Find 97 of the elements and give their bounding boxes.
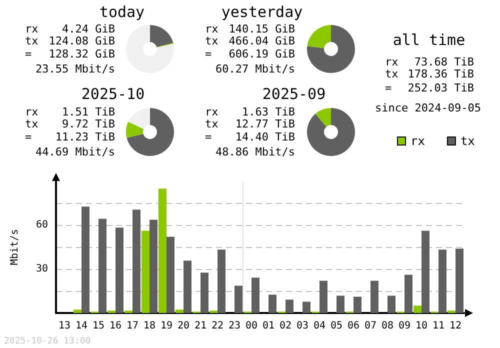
text: rx	[385, 56, 398, 68]
text: 606.19 GiB	[228, 48, 295, 60]
bar	[116, 228, 124, 313]
bar	[404, 274, 412, 313]
text: =	[385, 82, 392, 94]
x-tick-label: 11	[432, 320, 445, 332]
bar	[252, 278, 260, 313]
bar	[320, 280, 328, 313]
bar	[98, 218, 106, 313]
bar	[268, 294, 276, 313]
text: =	[205, 130, 212, 144]
text: 1.63 TiB	[242, 106, 295, 118]
text: 1.51 TiB	[62, 106, 115, 118]
x-tick-label: 03	[296, 320, 309, 332]
bar	[150, 220, 158, 313]
bar	[414, 306, 422, 313]
legend-label: rx	[410, 134, 425, 148]
chart-title: 2025-09	[262, 85, 326, 103]
text: rx	[205, 22, 218, 36]
x-tick-label: 21	[194, 320, 207, 332]
text: 178.36 TiB	[408, 68, 474, 80]
bar	[286, 300, 294, 313]
text: tx	[205, 34, 218, 48]
bar	[184, 260, 192, 313]
x-tick-label: 01	[262, 320, 275, 332]
bar	[142, 230, 150, 313]
bar	[302, 302, 310, 313]
bar	[176, 310, 184, 313]
bar	[388, 296, 396, 313]
x-tick-label: 09	[398, 320, 411, 332]
text: since 2024-09-05	[375, 102, 481, 114]
bar	[336, 296, 344, 313]
text: tx	[25, 34, 38, 48]
text: 9.72 TiB	[62, 118, 115, 130]
x-tick-label: 04	[313, 320, 326, 332]
x-tick-label: 17	[126, 320, 139, 332]
text: 4.24 GiB	[62, 22, 115, 36]
x-tick-label: 06	[347, 320, 360, 332]
bar	[438, 250, 446, 313]
text: rx	[205, 106, 218, 118]
bar	[370, 280, 378, 313]
x-tick-label: 05	[330, 320, 343, 332]
y-tick-label: 60	[36, 220, 48, 230]
bar	[200, 272, 208, 313]
x-tick-label: 23	[228, 320, 241, 332]
x-tick-label: 08	[381, 320, 394, 332]
text: 60.27 Mbit/s	[216, 62, 295, 76]
x-tick-label: 13	[58, 320, 71, 332]
bar	[234, 286, 242, 313]
x-tick-label: 10	[415, 320, 428, 332]
bar	[422, 230, 430, 313]
text: tx	[205, 118, 218, 130]
bar	[456, 248, 464, 313]
text: 48.86 Mbit/s	[216, 146, 295, 158]
text: tx	[385, 68, 398, 80]
bar	[158, 188, 166, 313]
text: 466.04 GiB	[228, 34, 295, 48]
text: tx	[25, 118, 38, 130]
bar	[74, 310, 82, 313]
x-tick-label: 12	[449, 320, 462, 332]
x-tick-label: 15	[92, 320, 105, 332]
x-tick-label: 20	[177, 320, 190, 332]
text: 11.23 TiB	[55, 130, 115, 144]
text: 124.08 GiB	[48, 34, 115, 48]
x-tick-label: 18	[143, 320, 156, 332]
text: 128.32 GiB	[48, 48, 115, 60]
x-tick-label: 02	[279, 320, 292, 332]
x-tick-label: 00	[245, 320, 258, 332]
chart-title: 2025-10	[81, 85, 145, 103]
text: 252.03 TiB	[408, 82, 474, 94]
bar	[166, 236, 174, 313]
text: 23.55 Mbit/s	[36, 62, 115, 76]
bar	[218, 250, 226, 313]
y-tick-label: 30	[36, 264, 48, 274]
legend-label: tx	[460, 134, 475, 148]
text: rx	[25, 106, 38, 118]
text: 44.69 Mbit/s	[36, 146, 115, 158]
x-tick-label: 16	[109, 320, 122, 332]
x-tick-label: 07	[364, 320, 377, 332]
text: 14.40 TiB	[235, 130, 295, 144]
text: rx	[25, 22, 38, 36]
text: 12.77 TiB	[235, 118, 295, 130]
y-axis-title: Mbit/s	[10, 228, 20, 266]
text: =	[205, 48, 212, 60]
text: 73.68 TiB	[414, 56, 474, 68]
bar	[82, 206, 90, 313]
text: =	[25, 48, 32, 60]
text: all time	[392, 31, 466, 49]
bar	[354, 296, 362, 313]
text: =	[25, 130, 32, 144]
x-tick-label: 22	[211, 320, 224, 332]
chart-title: today	[99, 3, 145, 21]
text: 140.15 GiB	[228, 22, 295, 36]
chart-title: yesterday	[221, 3, 303, 21]
bar	[132, 210, 140, 313]
x-tick-label: 19	[160, 320, 173, 332]
x-tick-label: 14	[75, 320, 88, 332]
